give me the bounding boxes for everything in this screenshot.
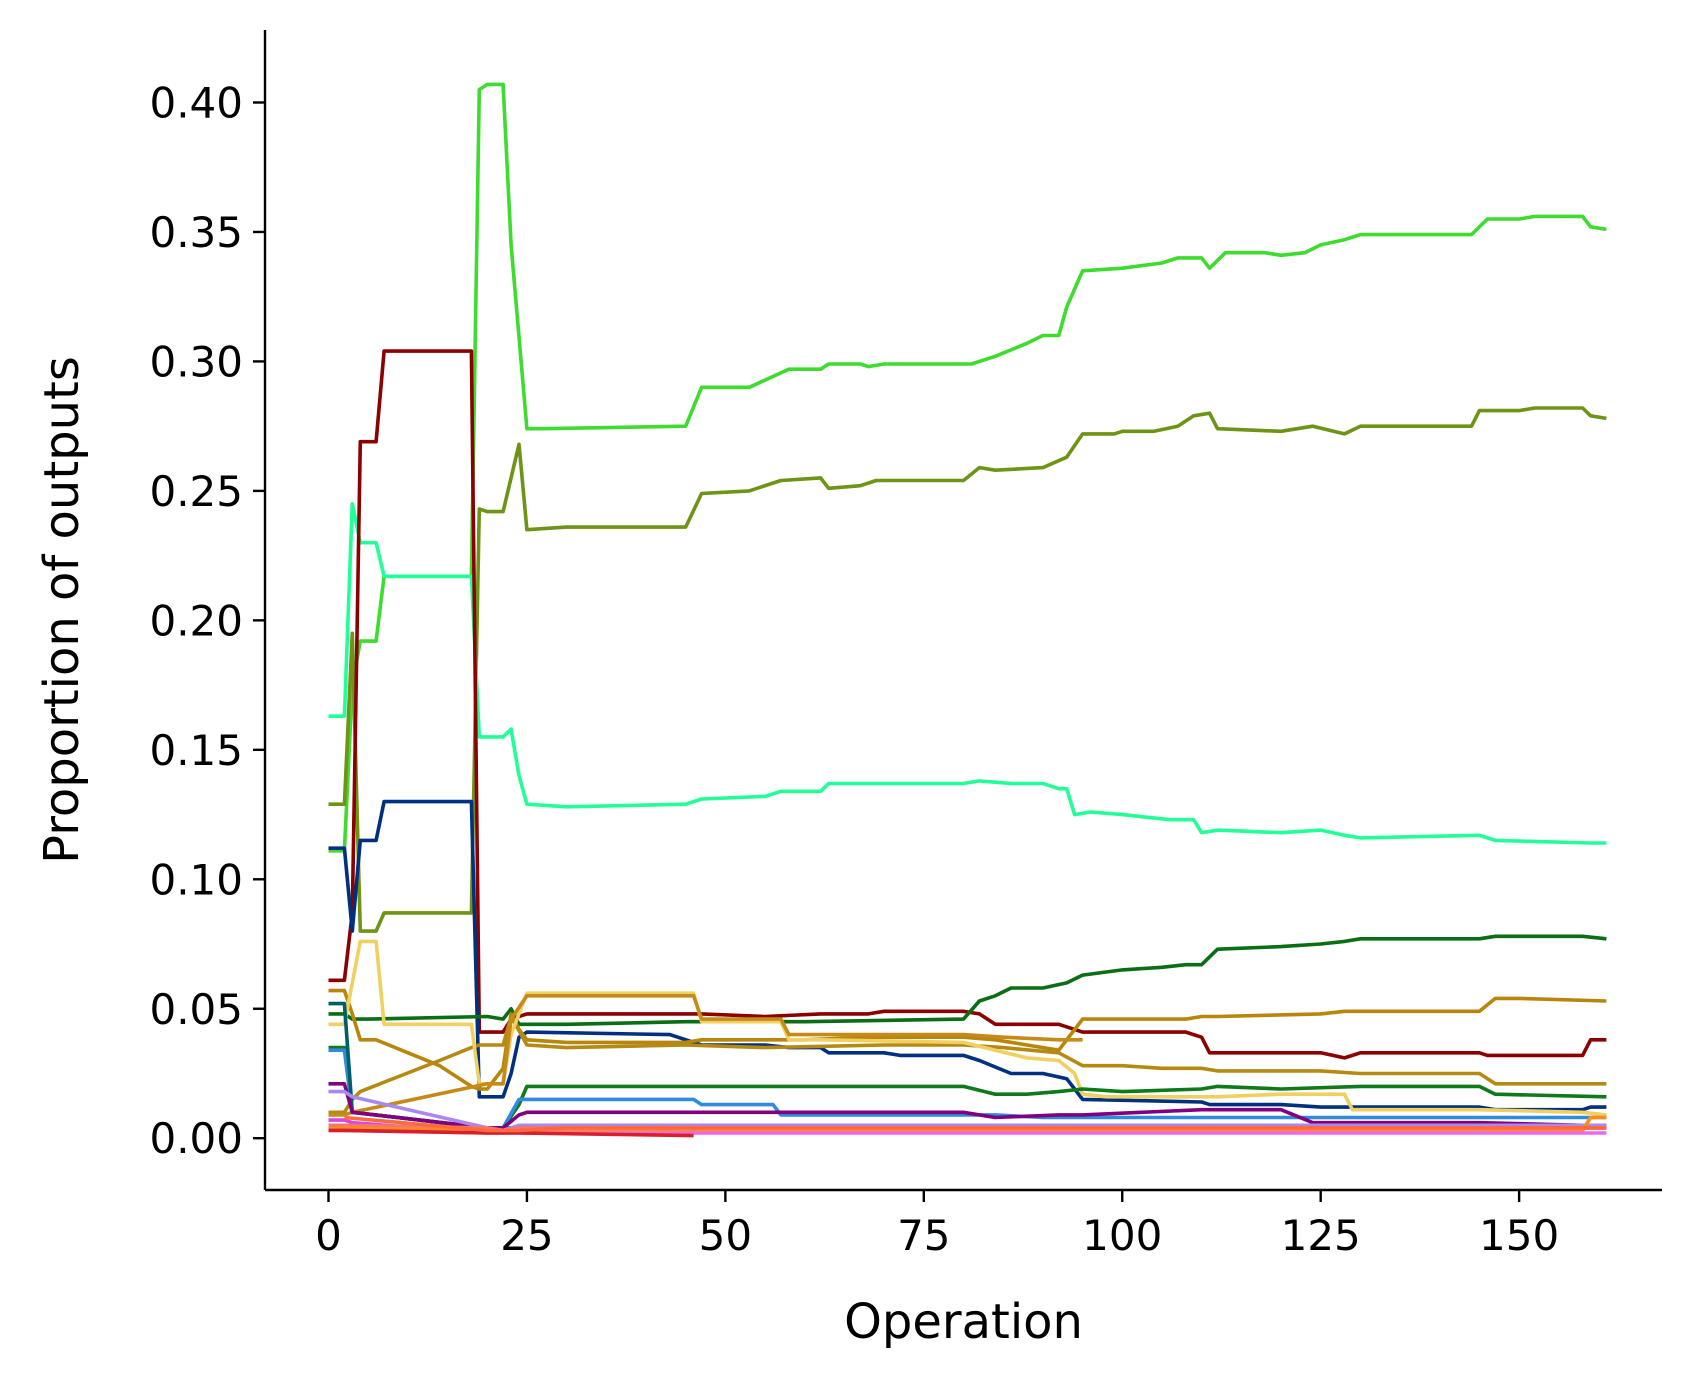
series-line-21 (344, 1115, 1607, 1133)
series-line-1 (328, 82, 1607, 853)
x-axis-title: Operation (844, 1294, 1083, 1350)
y-tick-label: 0.25 (149, 467, 243, 516)
y-tick-label: 0.35 (149, 208, 243, 257)
series-line-6 (328, 934, 1607, 1027)
series-line-4 (328, 349, 1607, 1060)
y-axis-title: Proportion of outputs (34, 356, 90, 864)
x-tick-label: 100 (1082, 1211, 1162, 1260)
series-line-3 (328, 502, 1607, 845)
y-tick-label: 0.20 (149, 596, 243, 645)
x-tick-label: 0 (315, 1211, 342, 1260)
series-line-2 (328, 406, 1607, 933)
y-tick-label: 0.00 (149, 1114, 243, 1163)
series-line-8 (328, 1014, 1607, 1115)
x-tick-label: 50 (699, 1211, 752, 1260)
x-tick-label: 75 (897, 1211, 950, 1260)
series-lines (328, 82, 1607, 1138)
series-line-5 (328, 799, 1607, 1112)
x-tick-label: 150 (1479, 1211, 1559, 1260)
series-line-20 (328, 1128, 694, 1138)
y-axis-ticks: 0.00 0.05 0.10 0.15 0.20 0.25 0.30 0.35 0.40 (149, 79, 265, 1163)
y-tick-label: 0.30 (149, 337, 243, 386)
series-line-9 (328, 939, 1607, 1117)
y-tick-label: 0.10 (149, 855, 243, 904)
y-tick-label: 0.05 (149, 985, 243, 1034)
x-tick-label: 125 (1281, 1211, 1361, 1260)
y-tick-label: 0.15 (149, 726, 243, 775)
x-axis-ticks: 0 25 50 75 100 125 150 (315, 1190, 1559, 1260)
y-tick-label: 0.40 (149, 79, 243, 128)
series-line-10 (328, 994, 1083, 1117)
axes: 0 25 50 75 100 125 150 0.00 0.05 0.10 0.15 0.20 0.2… (149, 30, 1662, 1260)
x-tick-label: 25 (500, 1211, 553, 1260)
